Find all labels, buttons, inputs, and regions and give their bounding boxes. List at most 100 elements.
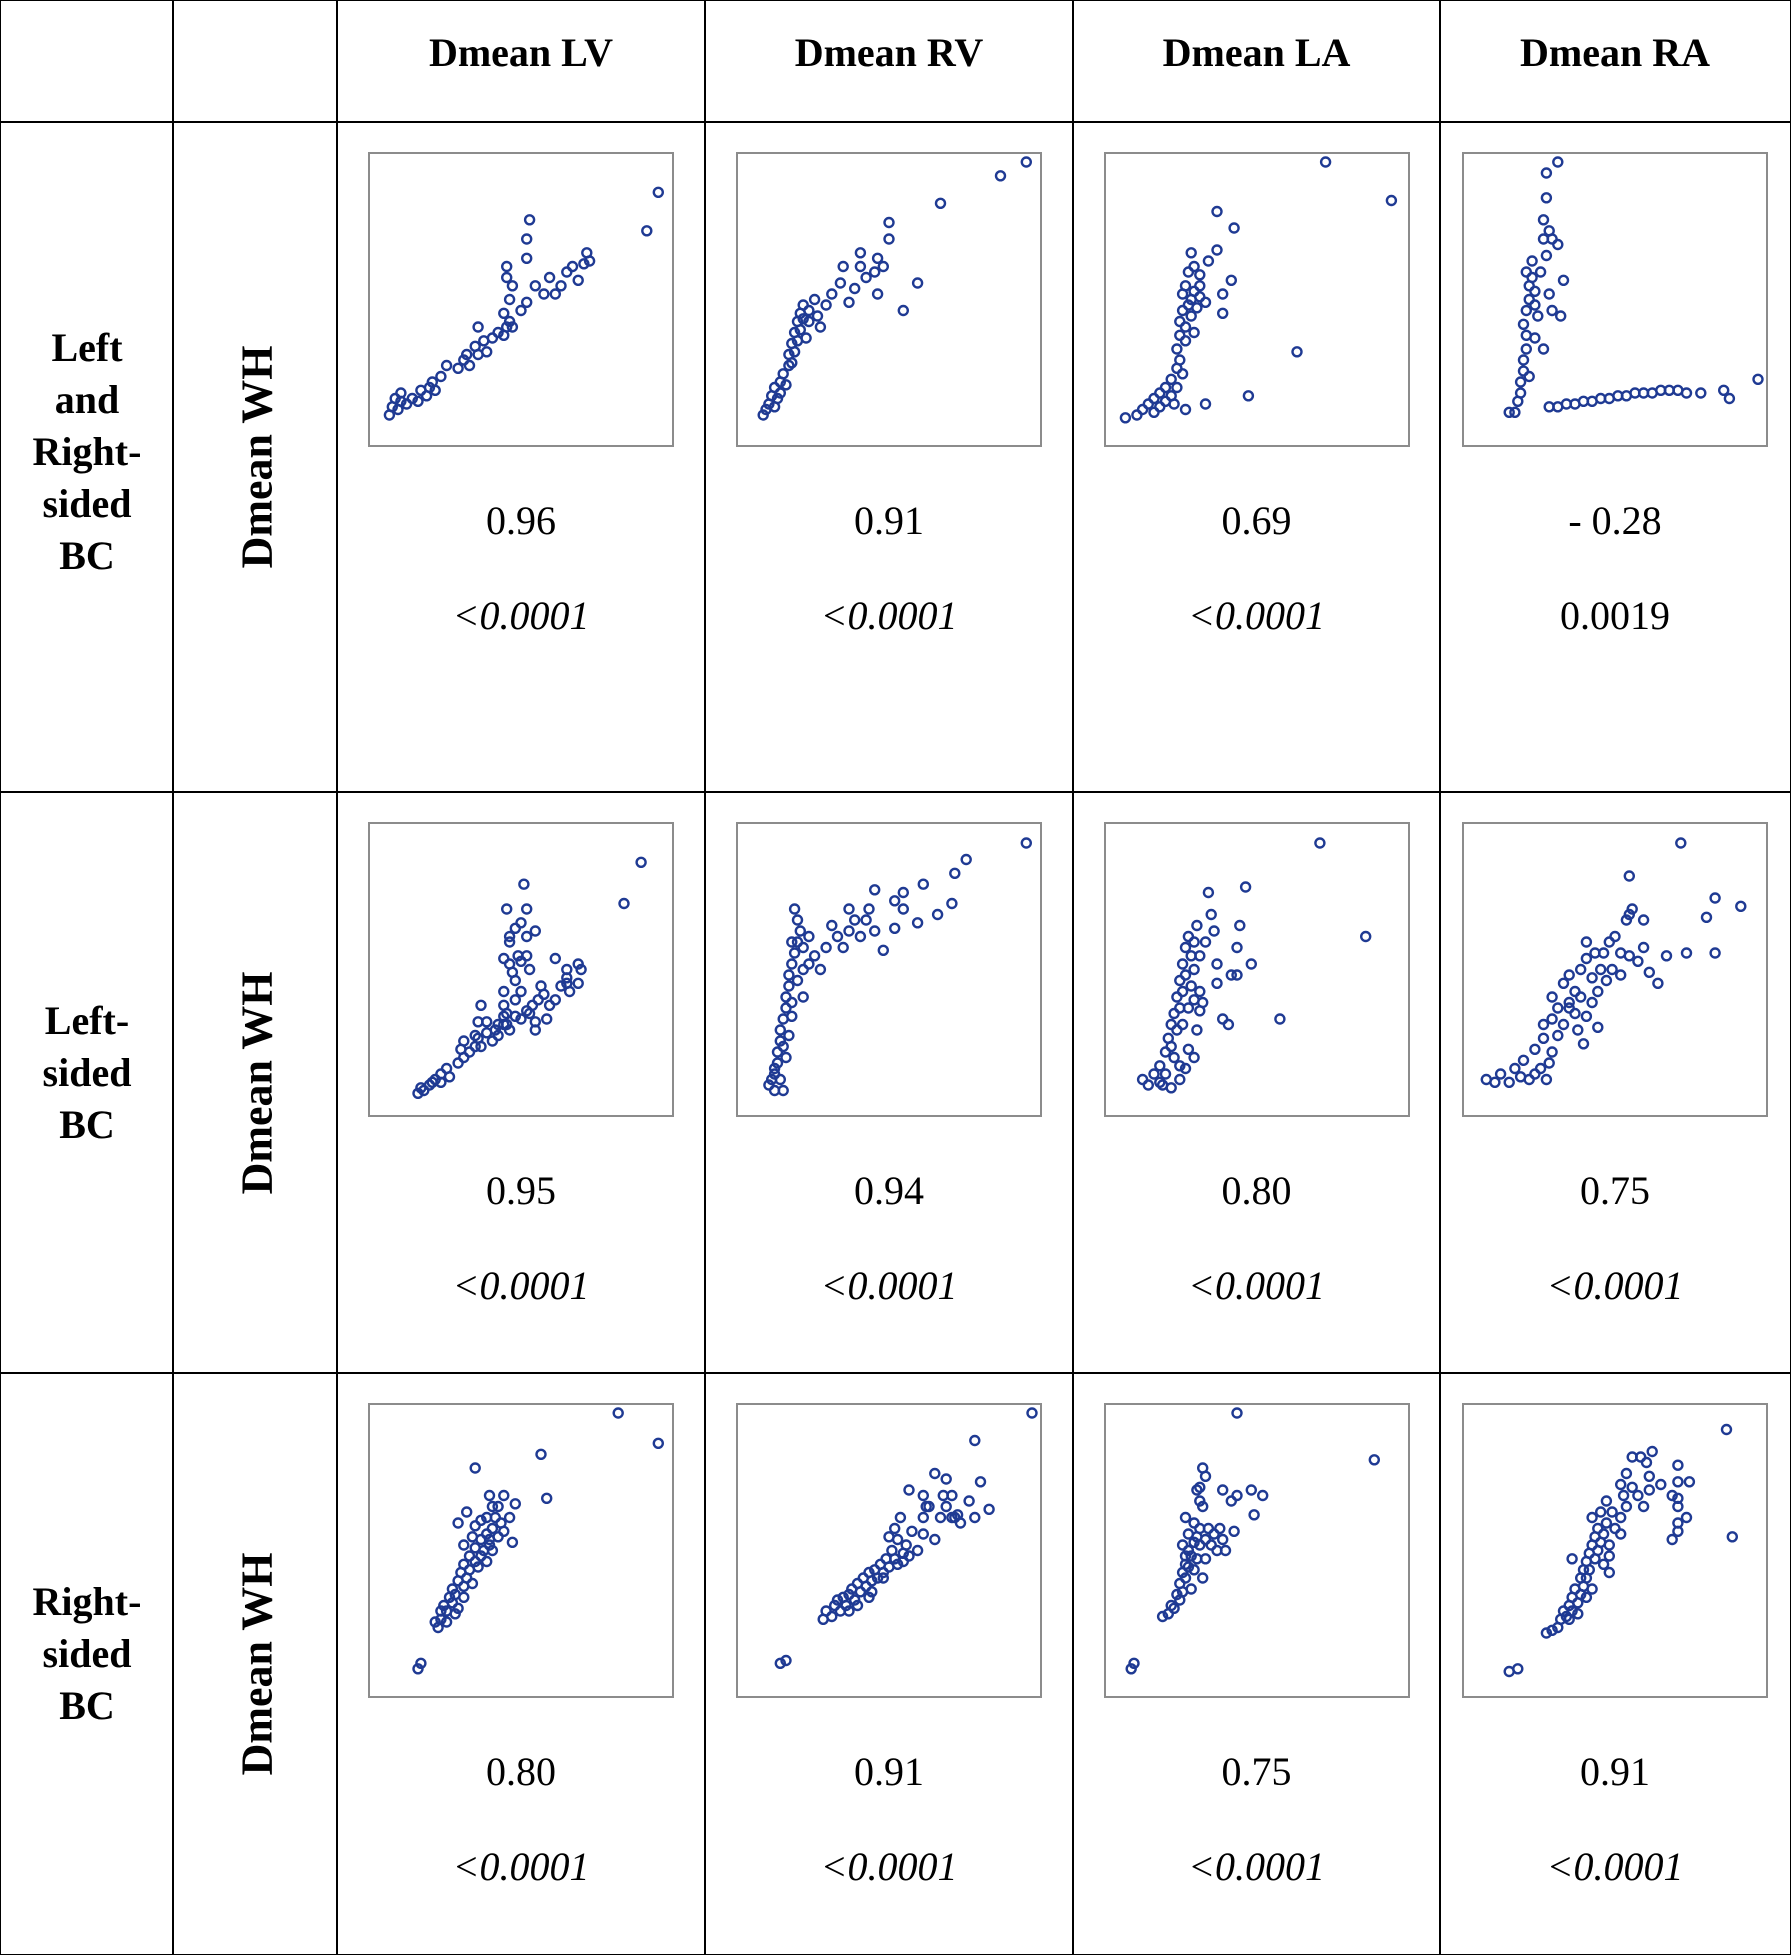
data-point <box>486 1500 499 1513</box>
data-point <box>1190 302 1203 314</box>
data-point <box>475 1040 487 1053</box>
data-point <box>1184 310 1197 322</box>
data-point <box>1290 346 1303 358</box>
data-point <box>843 903 855 915</box>
data-point <box>540 1013 553 1025</box>
data-point <box>803 315 815 328</box>
data-point <box>1196 1500 1208 1513</box>
data-point <box>883 233 895 245</box>
row-header: Right-sided BC <box>1 1576 173 1732</box>
data-point <box>917 878 930 890</box>
data-point <box>1164 373 1177 386</box>
data-point <box>1153 1076 1165 1088</box>
data-point <box>515 985 527 998</box>
data-point <box>555 980 567 992</box>
data-point <box>549 952 562 965</box>
data-point <box>774 387 786 399</box>
p-value: <0.0001 <box>820 1844 958 1889</box>
data-point <box>498 1010 510 1023</box>
data-point <box>797 991 809 1003</box>
data-point <box>820 941 832 954</box>
data-point <box>1586 1583 1598 1595</box>
plot-frame <box>368 822 674 1117</box>
table-column-divider <box>172 1 174 1954</box>
data-point <box>1540 192 1553 204</box>
data-point <box>1594 963 1607 976</box>
data-point <box>449 1608 461 1620</box>
data-point <box>768 1084 781 1097</box>
data-point <box>949 867 961 879</box>
data-point <box>540 1492 553 1505</box>
data-point <box>854 930 867 943</box>
data-point <box>931 908 944 921</box>
row-header-line: and <box>54 377 120 422</box>
scatter-plot-r1-c2 <box>1103 822 1410 1117</box>
data-point <box>452 362 464 375</box>
data-point <box>777 1040 789 1053</box>
data-point <box>1546 304 1558 317</box>
data-point <box>1603 1550 1616 1562</box>
data-point <box>940 1473 952 1485</box>
data-point <box>1623 950 1636 962</box>
y-axis-label-text: Dmean WH <box>232 971 282 1194</box>
data-point <box>1594 1506 1607 1518</box>
data-point <box>1646 1445 1658 1458</box>
data-point <box>575 963 587 976</box>
data-point <box>1520 343 1533 355</box>
data-point <box>1517 318 1530 331</box>
data-point <box>1523 370 1535 383</box>
data-point <box>1202 886 1214 899</box>
data-point <box>1216 1533 1228 1546</box>
data-point <box>783 359 795 372</box>
data-point <box>1313 837 1326 849</box>
data-point <box>423 381 436 394</box>
data-point <box>826 288 838 300</box>
data-point <box>1199 1553 1211 1565</box>
data-point <box>1503 1076 1515 1088</box>
data-point <box>1529 332 1541 344</box>
data-point <box>843 1605 855 1617</box>
data-point <box>786 357 798 369</box>
data-point <box>780 1654 792 1667</box>
data-point <box>549 288 562 300</box>
row-header-line: Left- <box>44 997 130 1043</box>
data-point <box>1543 225 1555 237</box>
data-point <box>538 288 550 300</box>
data-point <box>1167 1051 1180 1064</box>
data-point <box>1256 1489 1268 1502</box>
data-point <box>1142 1079 1154 1091</box>
data-point <box>1563 1613 1575 1626</box>
data-point <box>826 1610 838 1623</box>
scatter-plot-r2-c2 <box>1103 1403 1410 1698</box>
p-value: <0.0001 <box>1188 1844 1325 1889</box>
data-point <box>1020 837 1032 849</box>
data-point <box>440 359 453 372</box>
data-point <box>1489 1076 1501 1088</box>
data-point <box>492 1029 504 1042</box>
data-point <box>1592 1021 1604 1034</box>
data-point <box>498 1525 510 1538</box>
data-point <box>1167 1602 1180 1615</box>
column-header: Dmean LV <box>428 30 614 75</box>
data-point <box>897 886 910 899</box>
row-header-line: sided <box>42 1049 132 1095</box>
scatter-plot-r0-c0 <box>368 152 674 447</box>
data-point <box>503 315 516 328</box>
correlation-coefficient: 0.69 <box>1221 498 1292 543</box>
plot-frame <box>368 152 674 447</box>
data-point <box>969 1434 981 1447</box>
data-point <box>1199 398 1211 410</box>
data-point <box>1543 1057 1555 1069</box>
data-point <box>900 1539 912 1551</box>
data-point <box>1617 1489 1630 1502</box>
data-point <box>515 955 527 968</box>
data-point <box>854 247 867 259</box>
data-point <box>783 980 795 992</box>
data-point <box>1190 1484 1203 1496</box>
table-row-divider <box>1 121 1790 123</box>
data-point <box>1552 156 1564 168</box>
p-value: <0.0001 <box>1546 1263 1684 1308</box>
data-point <box>1532 310 1544 322</box>
data-point <box>903 1550 915 1562</box>
data-point <box>954 1517 967 1529</box>
